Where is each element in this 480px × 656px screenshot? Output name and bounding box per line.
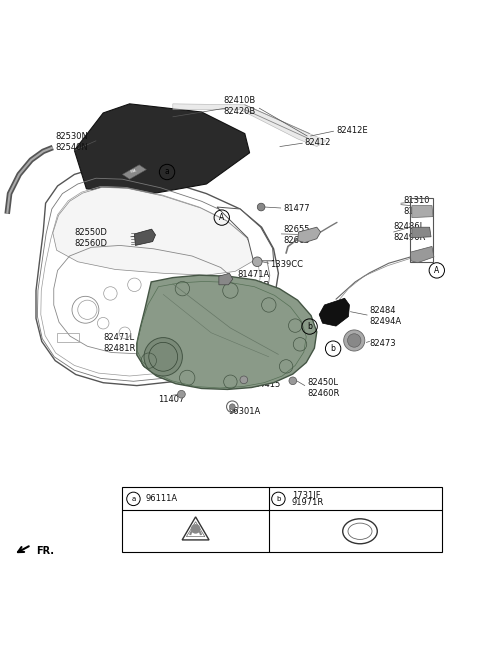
Text: 11407: 11407 <box>158 395 185 404</box>
Text: b: b <box>307 322 312 331</box>
Polygon shape <box>319 298 349 326</box>
Polygon shape <box>219 274 233 285</box>
Circle shape <box>348 334 361 347</box>
Circle shape <box>191 524 201 534</box>
Text: 82410B
82420B: 82410B 82420B <box>224 96 256 116</box>
Polygon shape <box>134 229 156 245</box>
Polygon shape <box>137 276 317 390</box>
Ellipse shape <box>343 519 377 544</box>
Polygon shape <box>412 205 433 218</box>
Text: 82655
82665: 82655 82665 <box>283 225 310 245</box>
Text: 91971R: 91971R <box>292 498 324 507</box>
Text: 81471A
81481B: 81471A 81481B <box>238 270 270 290</box>
Polygon shape <box>217 207 274 261</box>
Text: 82412: 82412 <box>305 138 331 147</box>
Text: KIA: KIA <box>130 168 137 174</box>
Text: 82450L
82460R: 82450L 82460R <box>307 378 339 398</box>
Text: 94415: 94415 <box>254 380 281 389</box>
Text: b: b <box>331 344 336 353</box>
Polygon shape <box>74 104 250 196</box>
Text: 96111A: 96111A <box>145 495 178 503</box>
Circle shape <box>257 203 265 211</box>
Polygon shape <box>410 247 434 262</box>
Text: 1339CC: 1339CC <box>270 260 303 269</box>
Circle shape <box>240 376 248 384</box>
Text: 82471L
82481R: 82471L 82481R <box>103 333 135 354</box>
Text: 82412E: 82412E <box>336 126 368 134</box>
Text: 81477: 81477 <box>283 205 310 213</box>
Circle shape <box>289 377 297 384</box>
Circle shape <box>178 390 185 398</box>
Text: 82473: 82473 <box>370 339 396 348</box>
Circle shape <box>344 330 365 351</box>
Text: 82484
82494A: 82484 82494A <box>370 306 402 326</box>
Polygon shape <box>36 169 278 386</box>
Text: b: b <box>276 496 281 502</box>
Text: 82486L
82496R: 82486L 82496R <box>394 222 426 242</box>
Text: 96301A: 96301A <box>228 407 261 417</box>
Circle shape <box>229 404 235 409</box>
Text: A: A <box>434 266 439 275</box>
Polygon shape <box>173 104 326 146</box>
Text: a: a <box>165 167 169 176</box>
FancyBboxPatch shape <box>122 487 442 552</box>
Polygon shape <box>122 165 146 179</box>
Text: 1731JF: 1731JF <box>292 491 321 501</box>
Text: A: A <box>219 213 224 222</box>
Ellipse shape <box>348 523 372 539</box>
Text: 82550D
82560D: 82550D 82560D <box>74 228 108 248</box>
Text: a: a <box>132 496 135 502</box>
Text: 81310
81320: 81310 81320 <box>403 195 430 216</box>
Polygon shape <box>182 517 209 540</box>
Polygon shape <box>298 227 321 243</box>
Circle shape <box>144 338 182 376</box>
Text: 82530N
82540N: 82530N 82540N <box>55 132 88 152</box>
Text: FR.: FR. <box>36 546 54 556</box>
Polygon shape <box>412 227 431 237</box>
Circle shape <box>252 257 262 266</box>
Polygon shape <box>53 188 254 276</box>
